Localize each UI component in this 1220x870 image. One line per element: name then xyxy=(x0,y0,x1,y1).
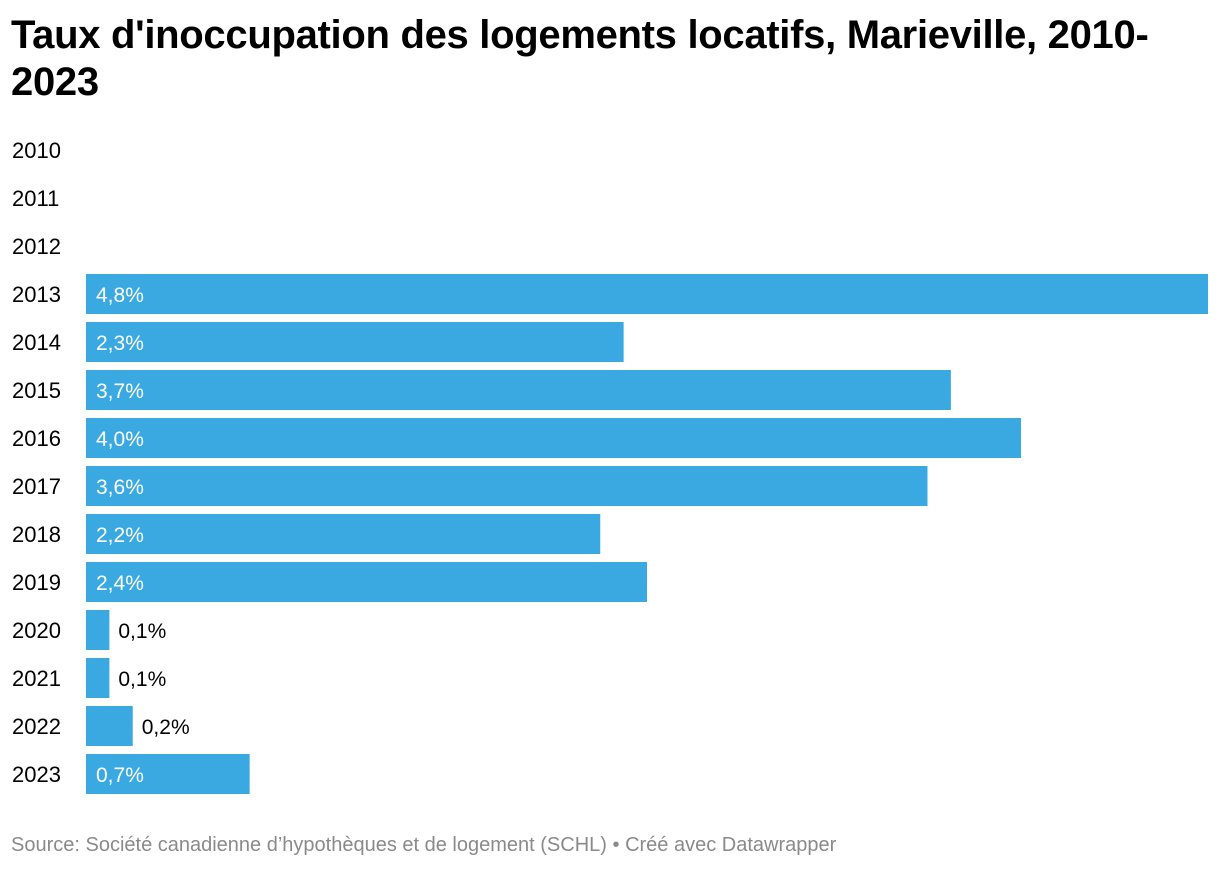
y-tick-label: 2022 xyxy=(12,714,61,739)
data-label: 4,8% xyxy=(96,284,144,307)
data-label: 4,0% xyxy=(96,428,144,451)
bar xyxy=(86,370,951,410)
data-label: 3,7% xyxy=(96,380,144,403)
bar xyxy=(86,562,647,602)
data-label: 0,7% xyxy=(96,764,144,787)
y-tick-label: 2015 xyxy=(12,378,61,403)
bar xyxy=(86,322,624,362)
data-label: 2,2% xyxy=(96,524,144,547)
data-label: 0,1% xyxy=(118,620,166,643)
data-label: 2,4% xyxy=(96,572,144,595)
y-tick-label: 2021 xyxy=(12,666,61,691)
bar xyxy=(86,514,601,554)
footer-separator: • xyxy=(612,834,620,856)
data-label: 2,3% xyxy=(96,332,144,355)
y-tick-label: 2019 xyxy=(12,570,61,595)
y-tick-label: 2014 xyxy=(12,330,61,355)
data-label: 0,1% xyxy=(118,668,166,691)
data-label: 3,6% xyxy=(96,476,144,499)
bar xyxy=(86,418,1021,458)
data-label: 0,2% xyxy=(142,716,190,739)
y-tick-label: 2018 xyxy=(12,522,61,547)
chart-footer: Source: Société canadienne d’hypothèques… xyxy=(11,834,836,857)
bar-chart: 2010 2011 2012 2013 4,8% 2014 2,3% 2015 3,7% 2016… xyxy=(12,138,1208,794)
bar xyxy=(86,754,250,794)
y-tick-label: 2011 xyxy=(12,186,59,211)
credit-note: Créé avec Datawrapper xyxy=(625,834,837,856)
bar xyxy=(86,658,110,698)
source-note: Source: Société canadienne d’hypothèques… xyxy=(11,834,607,856)
y-tick-label: 2016 xyxy=(12,426,61,451)
bar xyxy=(86,466,928,506)
y-tick-label: 2013 xyxy=(12,282,61,307)
y-tick-label: 2010 xyxy=(12,138,61,163)
bar xyxy=(86,706,133,746)
y-tick-label: 2020 xyxy=(12,618,61,643)
bar xyxy=(86,610,110,650)
chart-title: Taux d'inoccupation des logements locati… xyxy=(11,13,1149,104)
y-tick-label: 2012 xyxy=(12,234,61,259)
y-tick-label: 2017 xyxy=(12,474,61,499)
y-tick-label: 2023 xyxy=(12,762,61,787)
bar xyxy=(86,274,1208,314)
